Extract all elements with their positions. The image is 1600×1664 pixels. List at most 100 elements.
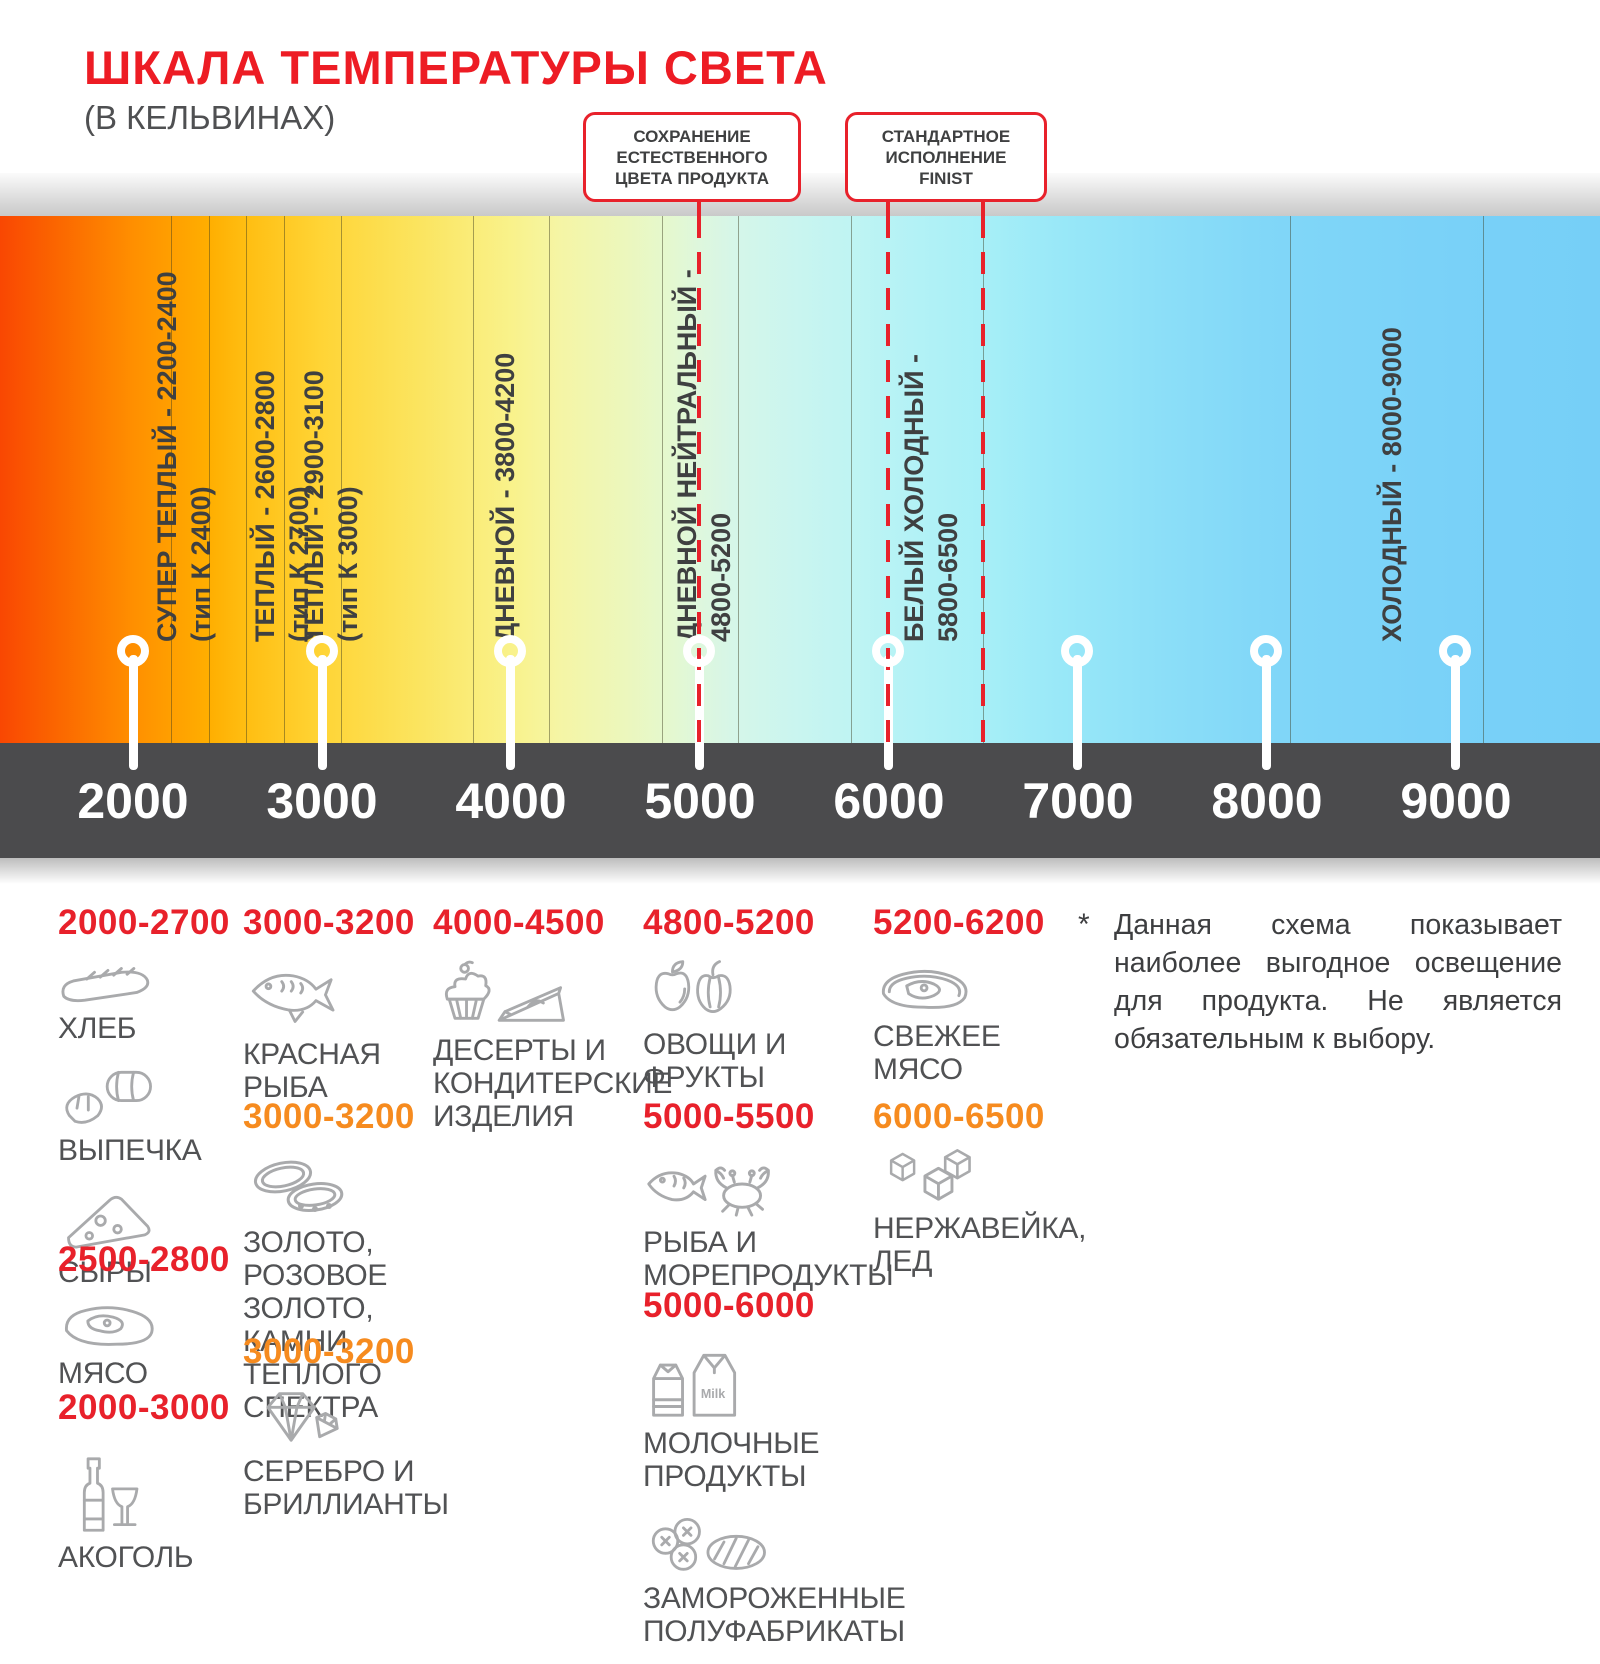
tick-4000: 4000 [455, 773, 567, 829]
callout-finist-standard: СТАНДАРТНОЕ ИСПОЛНЕНИЕ FINIST [845, 112, 1047, 202]
marker-ring [117, 635, 149, 667]
alcohol-bottle-glass-icon [82, 1457, 139, 1532]
apple-pepper-icon [654, 960, 732, 1013]
zone-divider [171, 216, 172, 743]
category-label: СЕРЕБРО И БРИЛЛИАНТЫ [243, 1455, 449, 1521]
category-label: МЯСО [58, 1357, 148, 1390]
callout-pointer-line [697, 199, 701, 217]
category-block-vegetables: 4800-5200 ОВОЩИ И ФРУКТЫ [643, 903, 963, 1110]
bread-icon [61, 967, 150, 1003]
range-label: 6000-6500 [873, 1097, 1045, 1136]
footnote-text: Данная схема показывает наиболее выгодно… [1114, 909, 1562, 1055]
marker-ring [494, 635, 526, 667]
category-label: ДЕСЕРТЫ И КОНДИТЕРСКИЕ ИЗДЕЛИЯ [433, 1034, 673, 1133]
marker-stem [506, 655, 515, 770]
range-label: 4000-4500 [433, 903, 605, 942]
category-block-bakery: 2000-2700 ХЛЕБ ВЫПЕЧКА СЫРЫ [58, 903, 243, 1305]
category-label: СЫРЫ [58, 1256, 152, 1289]
category-block-alcohol: 2000-3000 АКОГОЛЬ [58, 1388, 243, 1590]
marker-ring [872, 635, 904, 667]
category-label: МОЛОЧНЫЕ ПРОДУКТЫ [643, 1427, 820, 1493]
category-label: ХЛЕБ [58, 1012, 137, 1045]
category-block-seafood: 5000-5500 РЫБА И МОРЕПРОДУКТЫ [643, 1097, 963, 1308]
marker-stem [1451, 655, 1460, 770]
callout-line: ИСПОЛНЕНИЕ [885, 147, 1007, 167]
callout-line: СОХРАНЕНИЕ [633, 126, 751, 146]
marker-stem [1262, 655, 1271, 770]
red-dashed-line-5000k [697, 216, 701, 743]
tick-6000: 6000 [833, 773, 945, 829]
tick-3000: 3000 [266, 773, 378, 829]
zone-divider [1290, 216, 1291, 743]
svg-text:Milk: Milk [701, 1387, 725, 1401]
zone-divider [246, 216, 247, 743]
category-label: СВЕЖЕЕ МЯСО [873, 1020, 1001, 1086]
marker-ring [1250, 635, 1282, 667]
page-title: ШКАЛА ТЕМПЕРАТУРЫ СВЕТА [84, 41, 828, 94]
marker-ring [1439, 635, 1471, 667]
diamond-icon [266, 1392, 339, 1442]
range-label: 2500-2800 [58, 1240, 230, 1279]
category-block-red-fish: 3000-3200 КРАСНАЯ РЫБА [243, 903, 483, 1120]
zone-divider [662, 216, 663, 743]
zone-divider [1483, 216, 1484, 743]
marker-stem [318, 655, 327, 770]
callout-natural-color: СОХРАНЕНИЕ ЕСТЕСТВЕННОГО ЦВЕТА ПРОДУКТА [583, 112, 801, 202]
zone-divider [209, 216, 210, 743]
range-label: 3000-3200 [243, 903, 415, 942]
zone-divider [284, 216, 285, 743]
croissant-icon [65, 1070, 152, 1124]
meat-icon [64, 1306, 154, 1346]
ice-cubes-icon [889, 1149, 971, 1201]
zone-divider [549, 216, 550, 743]
range-label: 5000-6000 [643, 1286, 815, 1325]
fish-crab-icon [647, 1166, 770, 1217]
bottom-shadow-band [0, 858, 1600, 884]
milk-cartons-icon: Milk [652, 1353, 737, 1417]
fish-icon [251, 973, 335, 1023]
category-label: ЗОЛОТО, РОЗОВОЕ ЗОЛОТО, КАМНИ ТЕПЛОГО СП… [243, 1226, 388, 1424]
fresh-meat-icon [881, 969, 968, 1009]
category-label: НЕРЖАВЕЙКА, ЛЕД [873, 1212, 1087, 1278]
cheese-icon [67, 1195, 151, 1249]
callout-pointer-line [886, 199, 890, 217]
category-label: РЫБА И МОРЕПРОДУКТЫ [643, 1226, 894, 1292]
range-label: 3000-3200 [243, 1332, 415, 1371]
frozen-food-icon [651, 1517, 766, 1571]
category-block-fresh-meat: 5200-6200 СВЕЖЕЕ МЯСО [873, 903, 1093, 1102]
category-label: ЗАМОРОЖЕННЫЕ ПОЛУФАБРИКАТЫ [643, 1582, 906, 1648]
infographic-light-temperature-scale: { "header": { "title": "ШКАЛА ТЕМПЕРАТУР… [0, 41, 1600, 1648]
range-label: 4800-5200 [643, 903, 815, 942]
marker-ring [1061, 635, 1093, 667]
callout-line: FINIST [919, 168, 973, 188]
category-block-dairy-frozen: 5000-6000 Milk МОЛОЧНЫЕ ПРОДУКТЫ ЗАМОРОЖ… [643, 1286, 963, 1664]
range-label: 2000-2700 [58, 903, 230, 942]
zone-divider [738, 216, 739, 743]
category-block-gold: 3000-3200 ЗОЛОТО, РОЗОВОЕ ЗОЛОТО, КАМНИ … [243, 1097, 483, 1440]
red-dashed-line-6500k [981, 216, 985, 743]
footnote-asterisk: * [1078, 908, 1090, 941]
category-label: ОВОЩИ И ФРУКТЫ [643, 1028, 787, 1094]
category-block-desserts: 4000-4500 ДЕСЕРТЫ И КОНДИТЕРСКИЕ ИЗДЕЛИЯ [433, 903, 673, 1149]
tick-2000: 2000 [77, 773, 189, 829]
marker-stem [1073, 655, 1082, 770]
tick-9000: 9000 [1400, 773, 1512, 829]
dessert-cake-icon [444, 960, 565, 1022]
zone-label-white-cold: БЕЛЫЙ ХОЛОДНЫЙ -5800-6500 [899, 354, 963, 642]
callout-line: ЕСТЕСТВЕННОГО [616, 147, 768, 167]
callout-line: СТАНДАРТНОЕ [881, 126, 1011, 146]
callout-line: ЦВЕТА ПРОДУКТА [615, 168, 769, 188]
marker-stem [129, 655, 138, 770]
tick-7000: 7000 [1022, 773, 1134, 829]
category-block-stainless-ice: 6000-6500 НЕРЖАВЕЙКА, ЛЕД [873, 1097, 1093, 1294]
category-block-meat: 2500-2800 МЯСО [58, 1240, 243, 1406]
callout-pointer-line [981, 199, 985, 217]
zone-divider [851, 216, 852, 743]
category-label: ВЫПЕЧКА [58, 1134, 202, 1167]
zone-divider [473, 216, 474, 743]
category-label: КРАСНАЯ РЫБА [243, 1038, 381, 1104]
temperature-gradient-strip [0, 216, 1600, 743]
marker-ring [683, 635, 715, 667]
tick-5000: 5000 [644, 773, 756, 829]
range-label: 5000-5500 [643, 1097, 815, 1136]
